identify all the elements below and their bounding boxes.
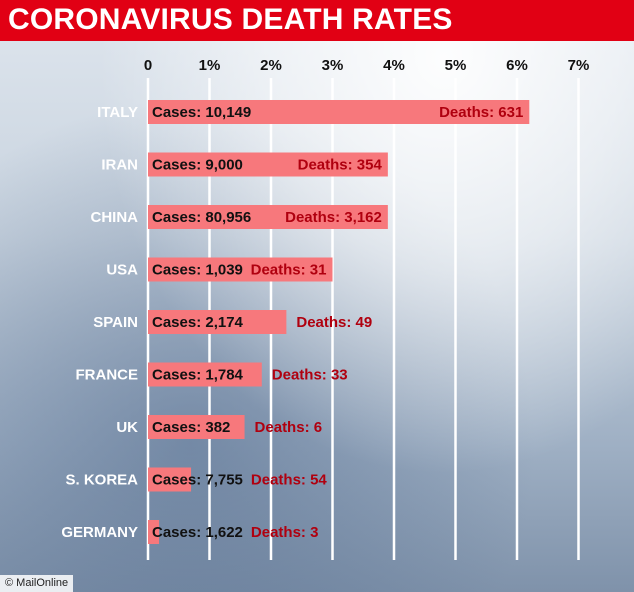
x-tick-label: 4% [383,57,405,74]
x-tick-label: 1% [199,57,221,74]
source-badge: © MailOnline [0,575,74,592]
cases-label: Cases: 10,149 [152,104,251,121]
cases-label: Cases: 7,755 [152,472,243,489]
category-label: UK [116,419,138,436]
bar-italy [148,100,530,124]
bar-spain [148,310,287,334]
deaths-label: Deaths: 49 [296,314,372,331]
x-tick-label: 6% [506,57,528,74]
bar-iran [148,152,388,177]
category-label: S. KOREA [65,472,138,489]
category-label: FRANCE [76,367,139,384]
bar-usa [148,257,333,282]
x-tick-label: 5% [445,57,467,74]
category-label: USA [106,262,138,279]
bar-uk [148,415,245,439]
cases-label: Cases: 9,000 [152,157,243,174]
deaths-label: Deaths: 54 [251,472,328,489]
cases-label: Cases: 80,956 [152,209,251,226]
category-label: CHINA [91,209,139,226]
bar-china [148,205,388,229]
category-label: ITALY [97,104,138,121]
deaths-label: Deaths: 31 [251,262,327,279]
x-tick-label: 0 [144,57,152,74]
deaths-label: Deaths: 631 [439,104,523,121]
bar-s-korea [148,467,192,492]
deaths-label: Deaths: 6 [255,419,323,436]
bar-germany [148,520,160,544]
deaths-label: Deaths: 3,162 [285,209,382,226]
cases-label: Cases: 1,622 [152,524,243,541]
cases-label: Cases: 2,174 [152,314,244,331]
x-tick-label: 3% [322,57,344,74]
deaths-label: Deaths: 354 [298,157,383,174]
category-label: SPAIN [93,314,138,331]
deaths-label: Deaths: 33 [272,367,348,384]
cases-label: Cases: 382 [152,419,230,436]
x-tick-label: 2% [260,57,282,74]
title-bar: CORONAVIRUS DEATH RATES [0,0,634,41]
category-label: IRAN [101,157,138,174]
chart-title: CORONAVIRUS DEATH RATES [8,3,453,36]
bar-france [148,362,262,387]
x-tick-label: 7% [568,57,590,74]
deaths-label: Deaths: 3 [251,524,319,541]
cases-label: Cases: 1,784 [152,367,244,384]
category-label: GERMANY [61,524,138,541]
cases-label: Cases: 1,039 [152,262,243,279]
